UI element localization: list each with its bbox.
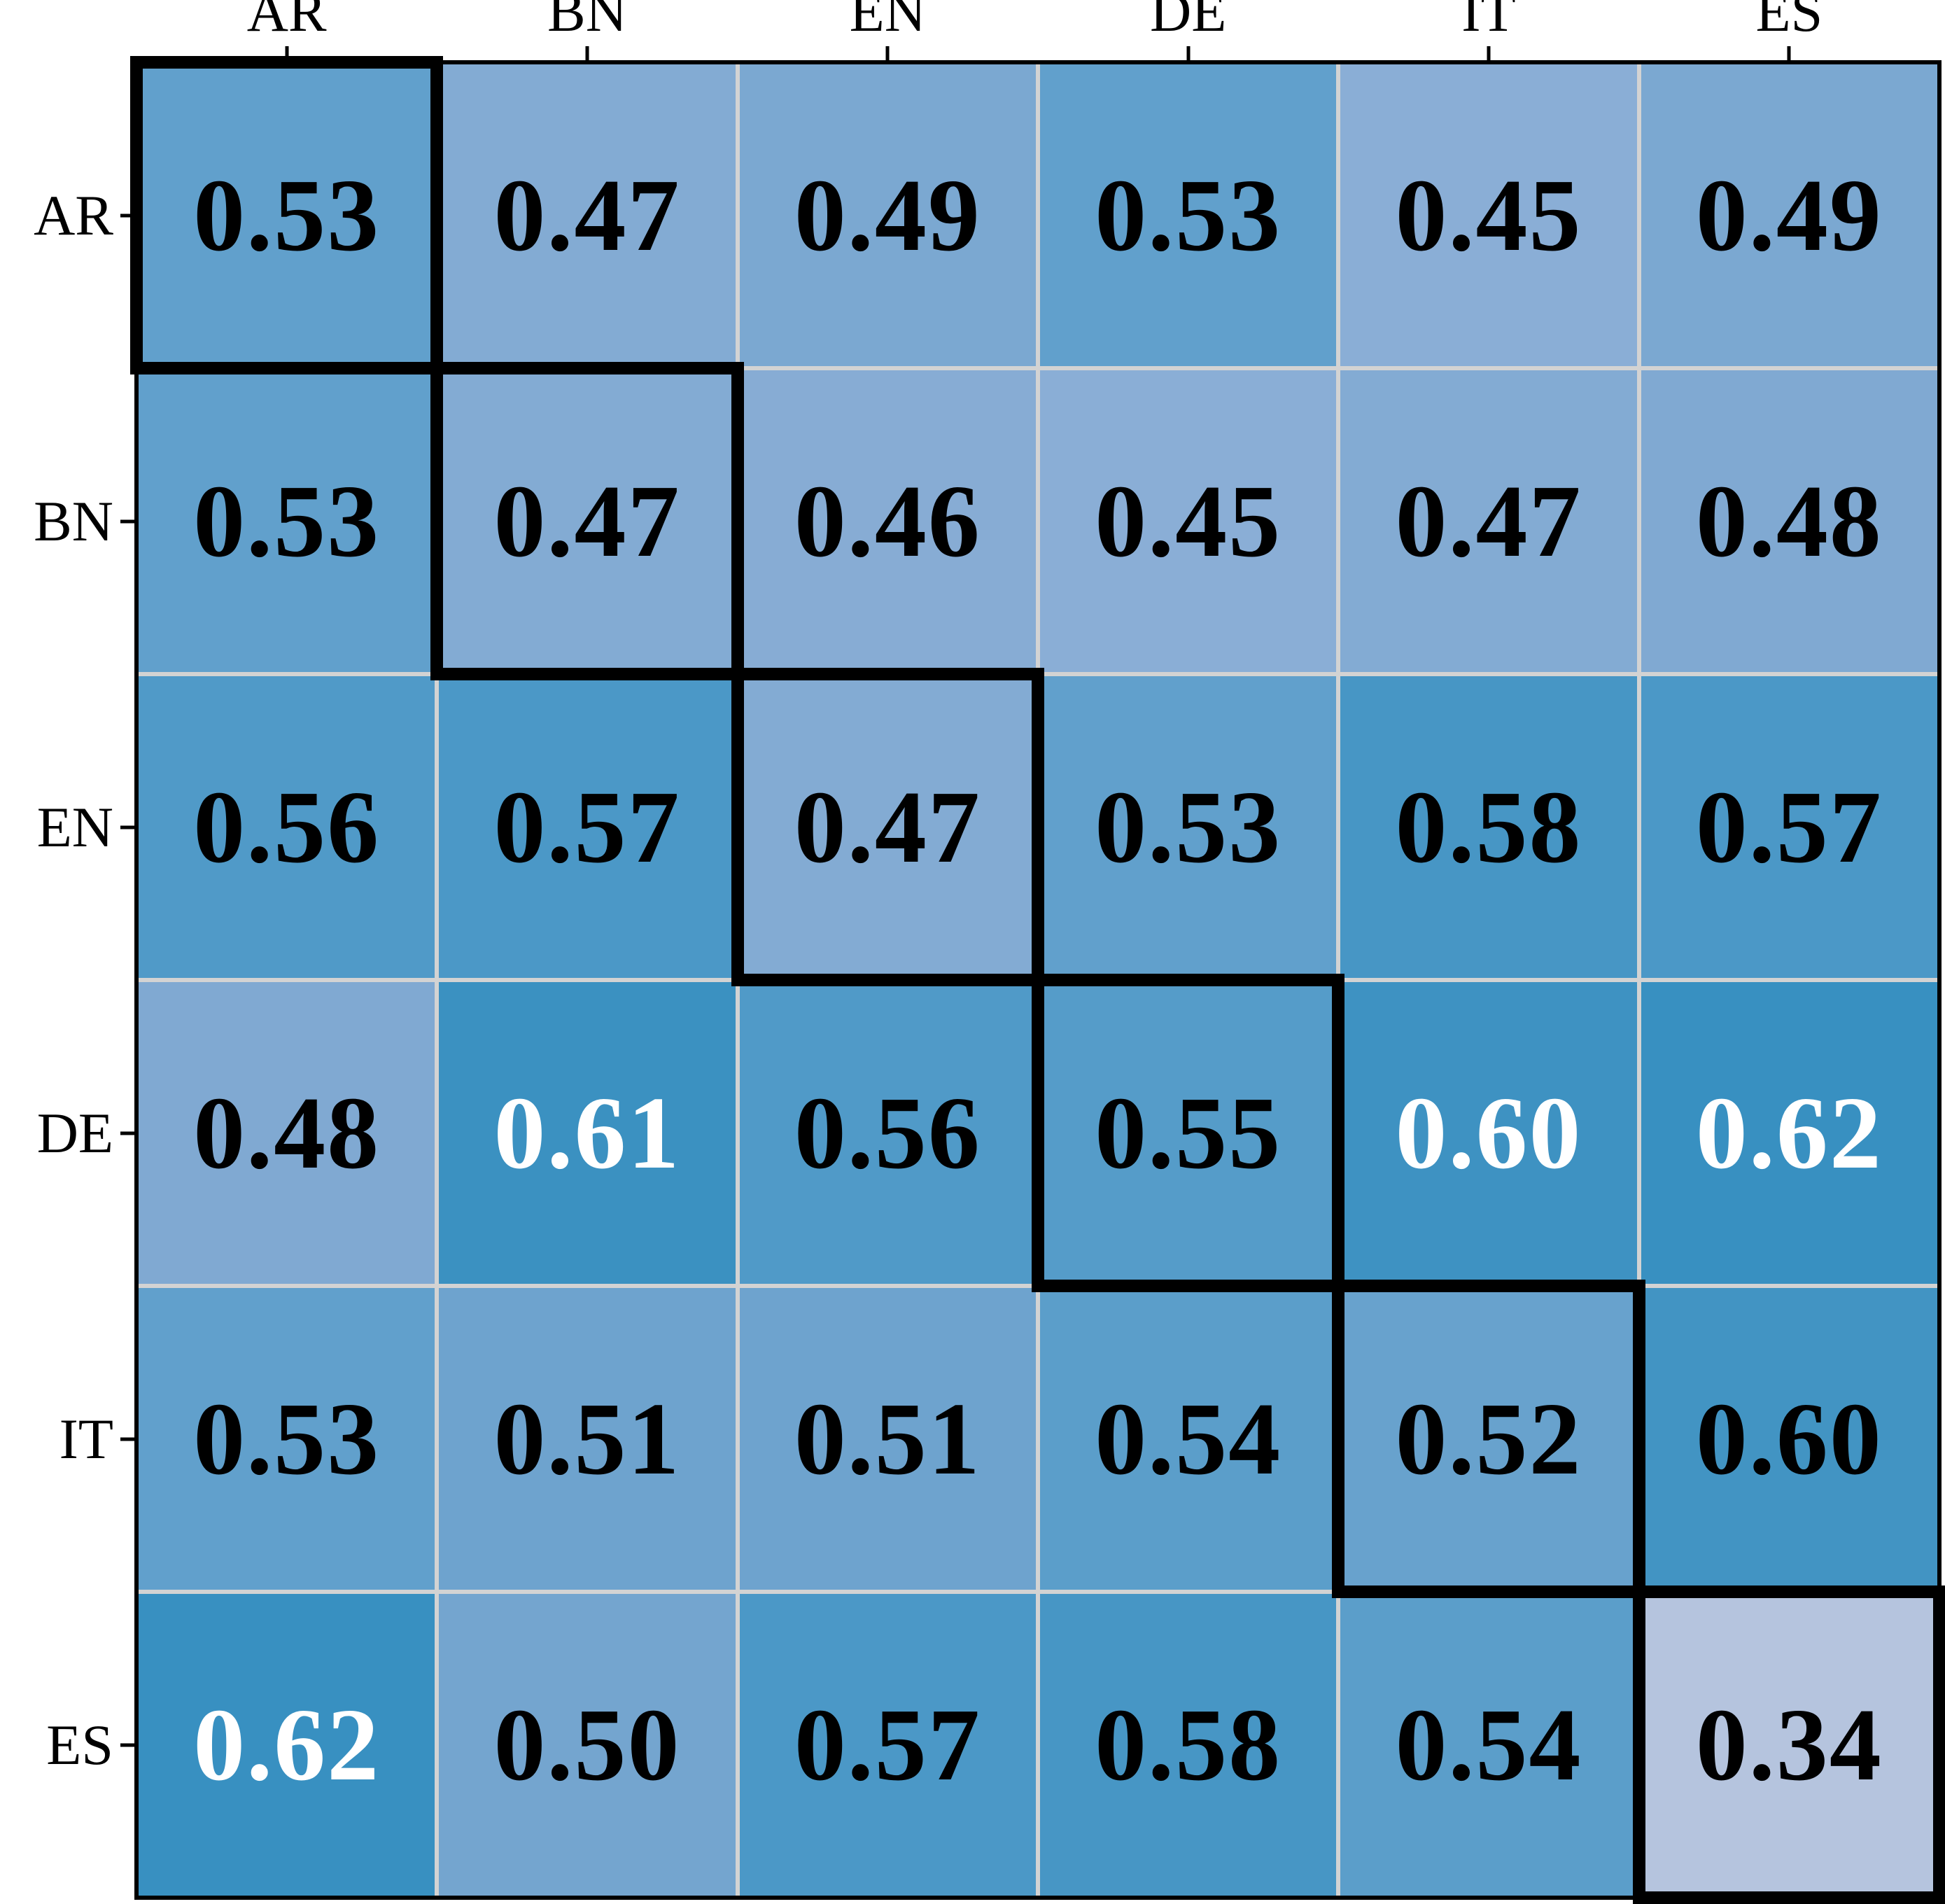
heatmap-cell-it-de: 0.54 [1040, 1288, 1337, 1590]
heatmap-cell-es-es: 0.34 [1632, 1586, 1945, 1904]
heatmap-cell-en-de: 0.53 [1040, 676, 1337, 978]
y-tick-ar [120, 214, 134, 217]
heatmap-cell-en-ar: 0.56 [139, 676, 435, 978]
y-axis-label-de: DE [36, 1100, 113, 1165]
heatmap-cell-de-bn: 0.61 [439, 982, 736, 1284]
heatmap-cell-en-en: 0.47 [731, 668, 1045, 986]
x-axis-label-es: ES [1755, 0, 1823, 43]
x-axis-label-it: IT [1461, 0, 1516, 43]
heatmap-cell-es-ar: 0.62 [139, 1594, 435, 1896]
heatmap-cell-ar-de: 0.53 [1040, 64, 1337, 366]
heatmap-cell-ar-it: 0.45 [1340, 64, 1637, 366]
heatmap-cell-it-ar: 0.53 [139, 1288, 435, 1590]
heatmap-grid: 0.53 0.47 0.49 0.53 0.45 0.49 0.53 0.47 0.46 0.45… [129, 56, 1945, 1904]
x-axis-label-ar: AR [246, 0, 327, 43]
heatmap-cell-es-it: 0.54 [1340, 1594, 1637, 1896]
heatmap-cell-de-ar: 0.48 [139, 982, 435, 1284]
heatmap-cell-es-de: 0.58 [1040, 1594, 1337, 1896]
heatmap-cell-bn-bn: 0.47 [430, 362, 744, 680]
x-tick-ar [285, 46, 289, 60]
x-tick-de [1186, 46, 1191, 60]
heatmap-cell-it-en: 0.51 [739, 1288, 1036, 1590]
y-axis-label-es: ES [46, 1712, 113, 1777]
heatmap-cell-en-es: 0.57 [1641, 676, 1937, 978]
x-axis-label-bn: BN [547, 0, 627, 43]
heatmap-cell-bn-es: 0.48 [1641, 370, 1937, 672]
heatmap-cell-de-en: 0.56 [739, 982, 1036, 1284]
x-axis-label-de: DE [1150, 0, 1227, 43]
heatmap-cell-it-es: 0.60 [1641, 1288, 1937, 1590]
y-tick-en [120, 825, 134, 829]
y-axis-label-ar: AR [34, 183, 113, 247]
heatmap-cell-bn-de: 0.45 [1040, 370, 1337, 672]
heatmap-cell-de-it: 0.60 [1340, 982, 1637, 1284]
heatmap-cell-es-en: 0.57 [739, 1594, 1036, 1896]
y-axis-label-bn: BN [34, 489, 113, 553]
heatmap-cell-en-it: 0.58 [1340, 676, 1637, 978]
x-tick-en [885, 46, 890, 60]
x-axis-label-en: EN [849, 0, 926, 43]
x-tick-es [1787, 46, 1791, 60]
heatmap-cell-ar-bn: 0.47 [439, 64, 736, 366]
x-tick-bn [585, 46, 589, 60]
y-tick-bn [120, 519, 134, 523]
y-tick-de [120, 1131, 134, 1135]
heatmap-cell-de-de: 0.55 [1031, 974, 1345, 1292]
x-tick-it [1487, 46, 1491, 60]
heatmap-cell-ar-es: 0.49 [1641, 64, 1937, 366]
heatmap-cell-ar-ar: 0.53 [129, 56, 444, 374]
heatmap-cell-it-bn: 0.51 [439, 1288, 736, 1590]
y-axis-label-en: EN [36, 794, 113, 859]
heatmap-cell-it-it: 0.52 [1332, 1280, 1645, 1598]
heatmap-cell-es-bn: 0.50 [439, 1594, 736, 1896]
heatmap-cell-de-es: 0.62 [1641, 982, 1937, 1284]
heatmap-cell-bn-ar: 0.53 [139, 370, 435, 672]
heatmap-cell-ar-en: 0.49 [739, 64, 1036, 366]
y-tick-es [120, 1743, 134, 1746]
y-axis-label-it: IT [59, 1406, 113, 1471]
heatmap-cell-bn-it: 0.47 [1340, 370, 1637, 672]
y-tick-it [120, 1437, 134, 1441]
heatmap-cell-bn-en: 0.46 [739, 370, 1036, 672]
heatmap-cell-en-bn: 0.57 [439, 676, 736, 978]
